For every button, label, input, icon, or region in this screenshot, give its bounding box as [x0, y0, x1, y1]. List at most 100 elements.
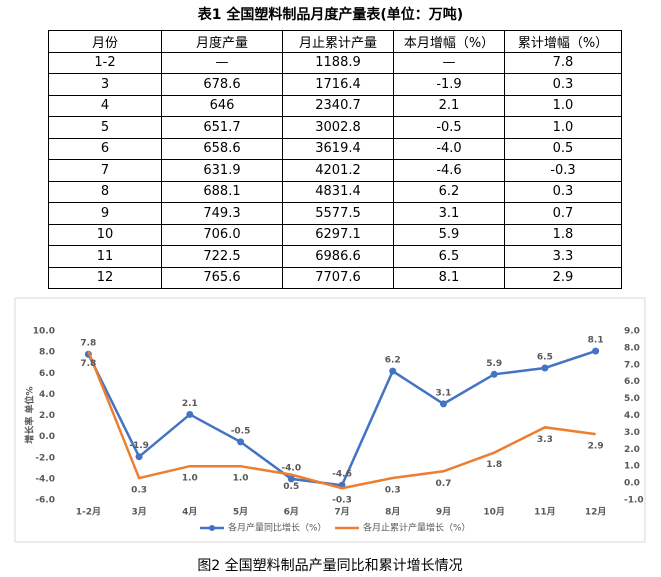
cell: 4 [48, 94, 162, 117]
marker [389, 367, 397, 375]
y2-tick-label: 4.0 [624, 411, 640, 421]
data-label: 6.2 [385, 356, 401, 366]
marker [237, 438, 245, 446]
cell: 7707.6 [282, 266, 394, 289]
data-label: 0.5 [283, 482, 299, 492]
cell: 3002.8 [282, 116, 394, 139]
data-label: 3.3 [537, 435, 553, 445]
cell: 2340.7 [282, 94, 394, 117]
data-label: 0.7 [435, 479, 451, 489]
legend-marker [209, 525, 215, 531]
cell: 1188.9 [282, 51, 394, 74]
row: 11 722.5 6986.6 6.5 3.3 [48, 245, 622, 268]
y2-tick-label: 3.0 [624, 428, 640, 438]
marker [592, 347, 600, 355]
row: 3 678.6 1716.4 -1.9 0.3 [48, 73, 622, 96]
y2-tick-label: 9.0 [624, 327, 640, 337]
cell: 10 [48, 223, 162, 246]
data-label: 0.3 [385, 486, 401, 496]
row: 7 631.9 4201.2 -4.6 -0.3 [48, 159, 622, 182]
y2-tick-label: 6.0 [624, 377, 640, 387]
data-label: 5.9 [486, 359, 502, 369]
x-tick-label: 7月 [334, 507, 349, 518]
y-tick-label: -6.0 [35, 496, 55, 506]
data-label: 8.1 [588, 336, 604, 346]
cell: 765.6 [161, 266, 283, 289]
marker [439, 400, 447, 408]
cell: 8.1 [393, 266, 505, 289]
cell: 646 [161, 94, 283, 117]
cell: 3 [48, 73, 162, 96]
y-tick-label: -2.0 [35, 453, 55, 463]
row: 12 765.6 7707.6 8.1 2.9 [48, 266, 622, 289]
row: 5 651.7 3002.8 -0.5 1.0 [48, 116, 622, 139]
x-tick-label: 11月 [534, 507, 556, 518]
data-label: 2.9 [588, 442, 604, 452]
x-tick-label: 4月 [182, 507, 197, 518]
x-tick-label: 3月 [131, 507, 146, 518]
data-label: 0.3 [131, 486, 147, 496]
data-label: 3.1 [435, 388, 451, 398]
series-line [87, 349, 597, 487]
marker [135, 453, 143, 461]
cell: 1716.4 [282, 73, 394, 96]
y2-tick-label: 2.0 [624, 445, 640, 455]
production-table: 月份 月度产量 月止累计产量 本月增幅（%） 累计增幅（%） 1-2—1188.9—7.8… [48, 30, 622, 289]
marker [541, 364, 549, 372]
y-tick-label: 6.0 [39, 369, 55, 379]
cell: 11 [48, 245, 162, 268]
data-label: 6.5 [537, 352, 553, 362]
cell: 678.6 [161, 73, 283, 96]
y2-tick-label: 7.0 [624, 360, 640, 370]
x-tick-label: 1-2月 [76, 507, 101, 518]
data-label: 2.1 [182, 399, 198, 409]
header-row: 月份 月度产量 月止累计产量 本月增幅（%） 累计增幅（%） [48, 30, 622, 53]
data-label: 7.8 [80, 359, 96, 369]
cell: 月止累计产量 [282, 30, 394, 53]
y2-tick-label: 5.0 [624, 394, 640, 404]
cell: -0.5 [393, 116, 505, 139]
table-title: 表1 全国塑料制品月度产量表(单位：万吨) [197, 7, 464, 23]
marker [186, 410, 194, 418]
row: 8 688.1 4831.4 6.2 0.3 [48, 180, 622, 203]
y-tick-label: 10.0 [33, 327, 55, 337]
y-tick-label: 8.0 [39, 348, 55, 358]
legend-label: 各月产量同比增长（%） [228, 522, 327, 534]
data-label: 1.0 [233, 474, 249, 484]
legend-label: 各月止累计产量增长（%） [363, 522, 471, 534]
x-tick-label: 12月 [585, 507, 607, 518]
chart-caption: 图2 全国塑料制品产量同比和累计增长情况 [197, 557, 462, 574]
x-tick-label: 9月 [436, 507, 451, 518]
data-label: -4.0 [281, 463, 301, 473]
cell: — [393, 51, 505, 74]
y-tick-label: 4.0 [39, 390, 55, 400]
data-label: 7.8 [80, 339, 96, 349]
cell: 0.3 [504, 73, 622, 96]
cell: 12 [48, 266, 162, 289]
data-label: -0.3 [332, 496, 352, 506]
cell: -4.6 [393, 159, 505, 182]
y-tick-label: -4.0 [35, 474, 55, 484]
y-tick-label: 2.0 [39, 411, 55, 421]
y2-tick-label: 1.0 [624, 462, 640, 472]
row: 1-2—1188.9—7.8 [48, 51, 622, 74]
cell: 7.8 [504, 51, 622, 74]
cell: 月度产量 [161, 30, 283, 53]
row: 10 706.0 6297.1 5.9 1.8 [48, 223, 622, 246]
row: 4 646 2340.7 2.1 1.0 [48, 94, 622, 117]
cell: 1-2 [48, 51, 162, 74]
cell: 1.0 [504, 94, 622, 117]
chart-frame [14, 297, 646, 543]
cell: -1.9 [393, 73, 505, 96]
marker [287, 475, 295, 483]
x-tick-label: 8月 [385, 507, 400, 518]
cell: 2.9 [504, 266, 622, 289]
x-tick-label: 10月 [483, 507, 505, 518]
data-label: -0.5 [231, 426, 251, 436]
cell: 1.0 [504, 116, 622, 139]
data-label: -1.9 [129, 441, 149, 451]
y2-tick-label: 8.0 [624, 343, 640, 353]
data-label: 1.8 [486, 460, 502, 470]
